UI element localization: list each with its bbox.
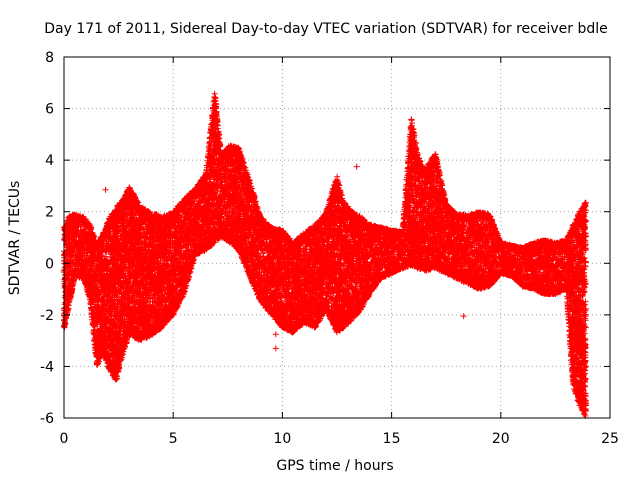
chart: -6-4-2024680 5 10 15 20 25 Day 171 of 2011, S… xyxy=(0,0,640,480)
